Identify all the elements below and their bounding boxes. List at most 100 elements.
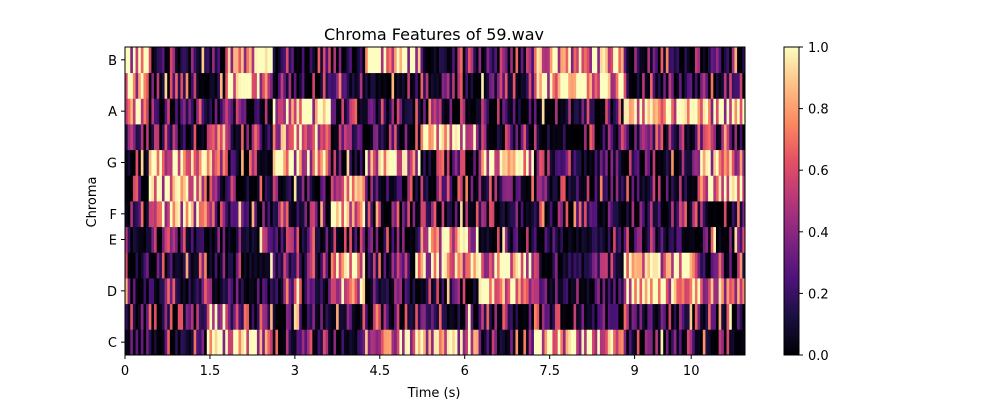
heatmap-cell: [188, 226, 192, 253]
heatmap-cell: [375, 303, 379, 330]
heatmap-cell: [478, 278, 482, 305]
heatmap-cell: [715, 201, 720, 228]
heatmap-cell: [576, 278, 580, 305]
heatmap-cell: [710, 72, 714, 99]
heatmap-cell: [164, 201, 168, 228]
heatmap-cell: [499, 149, 503, 176]
heatmap-cell: [533, 329, 537, 356]
heatmap-cell: [357, 149, 361, 176]
heatmap-cell: [570, 278, 574, 305]
heatmap-cell: [673, 278, 677, 305]
heatmap-cell: [692, 98, 696, 125]
heatmap-cell: [494, 124, 498, 151]
heatmap-cell: [380, 47, 384, 74]
heatmap-cell: [512, 278, 516, 305]
heatmap-cell: [460, 201, 464, 228]
heatmap-cell: [264, 175, 268, 202]
heatmap-cell: [351, 329, 355, 356]
heatmap-cell: [544, 149, 548, 176]
heatmap-cell: [594, 72, 598, 99]
heatmap-cell: [584, 278, 588, 305]
heatmap-cell: [204, 149, 208, 176]
heatmap-cell: [127, 329, 131, 356]
heatmap-cell: [336, 72, 340, 99]
heatmap-cell: [715, 303, 720, 330]
heatmap-cell: [465, 303, 469, 330]
heatmap-cell: [723, 278, 727, 305]
heatmap-cell: [322, 329, 326, 356]
heatmap-cell: [396, 329, 400, 356]
heatmap-cell: [428, 201, 432, 228]
heatmap-cell: [183, 72, 187, 99]
heatmap-cell: [515, 201, 519, 228]
colorbar-tick-label: 0.0: [808, 349, 829, 364]
heatmap-cell: [739, 175, 743, 202]
heatmap-cell: [357, 252, 361, 279]
heatmap-cell: [692, 124, 696, 151]
heatmap-cell: [742, 175, 746, 202]
heatmap-cell: [338, 47, 342, 74]
heatmap-cell: [375, 329, 379, 356]
heatmap-cell: [283, 124, 287, 151]
heatmap-cell: [539, 303, 543, 330]
heatmap-cell: [214, 226, 218, 253]
heatmap-cell: [541, 175, 545, 202]
heatmap-cell: [723, 98, 727, 125]
heatmap-cell: [710, 175, 714, 202]
heatmap-cell: [486, 303, 490, 330]
heatmap-cell: [125, 252, 129, 279]
heatmap-cell: [560, 72, 564, 99]
heatmap-cell: [233, 175, 237, 202]
heatmap-cell: [708, 47, 712, 74]
heatmap-cell: [491, 98, 495, 125]
heatmap-cell: [597, 149, 601, 176]
heatmap-cell: [412, 47, 416, 74]
heatmap-cell: [246, 175, 250, 202]
heatmap-cell: [742, 278, 746, 305]
heatmap-cell: [444, 278, 448, 305]
heatmap-cell: [420, 201, 424, 228]
heatmap-cell: [671, 329, 675, 356]
heatmap-cell: [167, 252, 171, 279]
heatmap-cell: [172, 47, 176, 74]
heatmap-cell: [214, 47, 218, 74]
heatmap-cell: [470, 201, 474, 228]
heatmap-cell: [552, 124, 556, 151]
heatmap-cell: [140, 226, 144, 253]
heatmap-cell: [718, 175, 722, 202]
heatmap-cell: [660, 226, 664, 253]
heatmap-cell: [135, 278, 139, 305]
heatmap-cell: [338, 252, 342, 279]
heatmap-cell: [621, 175, 625, 202]
heatmap-cell: [576, 226, 580, 253]
heatmap-cell: [425, 47, 429, 74]
heatmap-cell: [531, 149, 535, 176]
heatmap-cell: [146, 201, 150, 228]
heatmap-cell: [196, 98, 200, 125]
heatmap-cell: [555, 72, 559, 99]
heatmap-cell: [523, 278, 527, 305]
heatmap-cell: [246, 252, 250, 279]
heatmap-cell: [338, 226, 342, 253]
heatmap-cell: [578, 252, 582, 279]
heatmap-cell: [291, 252, 295, 279]
heatmap-cell: [146, 226, 150, 253]
heatmap-cell: [243, 303, 247, 330]
heatmap-cell: [715, 226, 720, 253]
heatmap-cell: [665, 226, 669, 253]
heatmap-cell: [291, 98, 295, 125]
heatmap-cell: [584, 201, 588, 228]
heatmap-cell: [425, 278, 429, 305]
heatmap-cell: [686, 72, 690, 99]
heatmap-cell: [547, 329, 551, 356]
heatmap-cell: [668, 175, 672, 202]
heatmap-cell: [560, 252, 564, 279]
heatmap-cell: [254, 201, 258, 228]
heatmap-cell: [702, 201, 706, 228]
heatmap-cell: [481, 47, 485, 74]
heatmap-cell: [454, 124, 458, 151]
heatmap-cell: [650, 329, 654, 356]
heatmap-cell: [338, 303, 342, 330]
heatmap-cell: [127, 47, 131, 74]
heatmap-cell: [423, 72, 427, 99]
